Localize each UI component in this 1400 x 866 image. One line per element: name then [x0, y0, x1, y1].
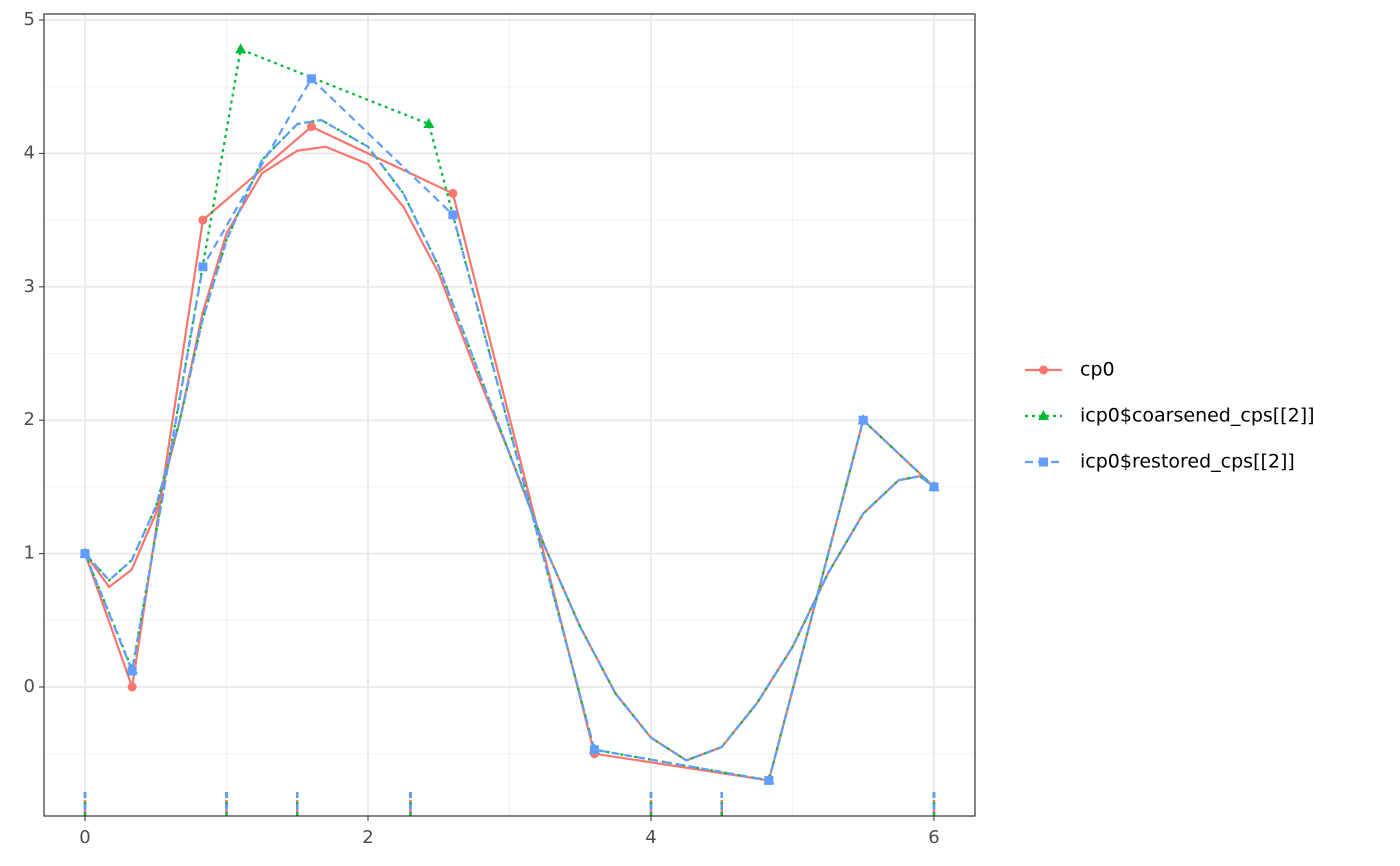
x-tick-label: 6 [928, 827, 939, 848]
point [589, 745, 599, 755]
legend-label: icp0$coarsened_cps[[2]] [1080, 405, 1315, 427]
legend-marker [1039, 457, 1048, 467]
y-tick-label: 4 [24, 142, 35, 163]
point [235, 43, 247, 54]
point [306, 74, 316, 84]
point [80, 549, 90, 559]
spline-curve [84, 118, 935, 762]
legend-label: icp0$restored_cps[[2]] [1080, 451, 1295, 473]
x-tick-label: 2 [362, 827, 373, 848]
point [198, 215, 208, 225]
point [198, 262, 208, 272]
point [127, 666, 137, 676]
point [448, 210, 458, 220]
legend-marker [1038, 410, 1049, 420]
point [423, 118, 435, 129]
point [448, 188, 458, 198]
control-polygon [84, 47, 935, 782]
y-tick-label: 5 [24, 9, 35, 30]
legend-label: cp0 [1080, 359, 1115, 381]
spline-curve [84, 118, 935, 762]
y-tick-label: 2 [24, 409, 35, 430]
x-tick-label: 4 [645, 827, 656, 848]
y-tick-label: 1 [24, 543, 35, 564]
point [858, 415, 868, 425]
point [764, 775, 774, 785]
panel-border [43, 13, 976, 817]
point [306, 122, 316, 132]
point [929, 482, 939, 492]
legend-marker [1039, 365, 1048, 375]
y-tick-label: 0 [24, 676, 35, 697]
y-tick-label: 3 [24, 276, 35, 297]
x-tick-label: 0 [79, 827, 90, 848]
point [127, 682, 137, 692]
